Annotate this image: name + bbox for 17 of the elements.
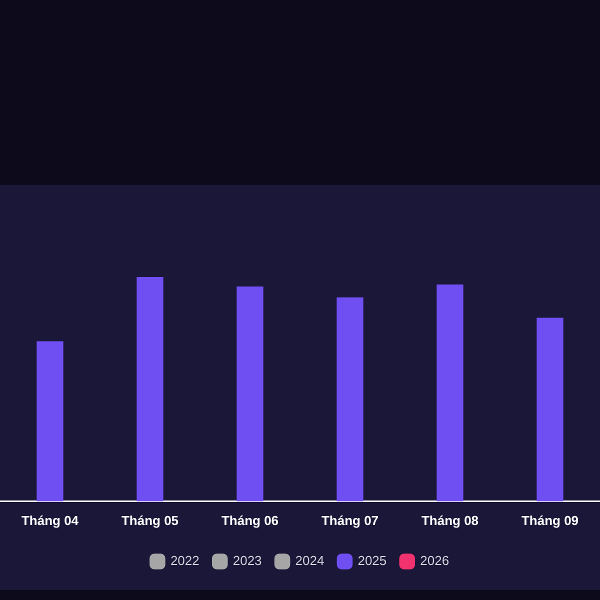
x-tick-label: Tháng 08 <box>421 512 479 528</box>
bar <box>336 297 364 502</box>
legend-label: 2024 <box>295 553 324 568</box>
x-tick-label: Tháng 04 <box>21 512 80 528</box>
legend-label: 2025 <box>358 553 387 568</box>
x-tick-label: Tháng 06 <box>221 512 279 528</box>
legend-label: 2022 <box>170 553 200 568</box>
bar <box>436 284 464 502</box>
bar <box>136 277 164 502</box>
bar <box>236 286 264 502</box>
x-tick-label: Tháng 05 <box>121 512 179 528</box>
x-tick-label: Tháng 07 <box>321 512 379 528</box>
bar <box>536 318 564 502</box>
legend-label: 2023 <box>232 553 262 568</box>
x-tick-label: Tháng 09 <box>521 512 579 528</box>
legend-label: 2026 <box>420 553 450 568</box>
bar <box>36 341 64 502</box>
